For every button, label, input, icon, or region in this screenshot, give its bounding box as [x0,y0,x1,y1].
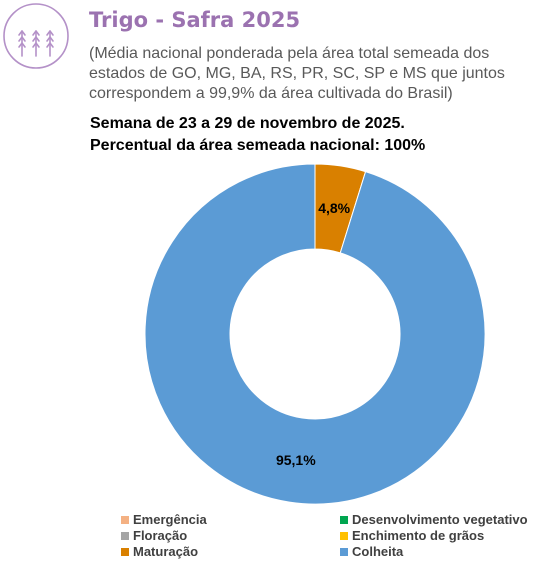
data-label-colheita: 95,1% [276,452,316,468]
legend-label: Emergência [133,512,207,527]
legend-swatch [340,547,348,556]
legend-swatch [121,515,129,524]
legend-swatch [121,531,129,540]
page-title: Trigo - Safra 2025 [89,8,301,32]
legend-swatch [121,547,129,556]
week-label: Semana de 23 a 29 de novembro de 2025. [90,115,405,132]
legend-item-enchimento-de-graos: Enchimento de grãos [340,528,484,543]
legend-item-desenvolvimento-vegetativo: Desenvolvimento vegetativo [340,512,528,527]
legend-label: Enchimento de grãos [352,528,485,543]
legend-item-colheita: Colheita [340,544,403,559]
legend-label: Floração [133,528,188,543]
legend-item-maturacao: Maturação [121,544,198,559]
percent-sown-label: Percentual da área semeada nacional: 100… [90,137,426,154]
legend-item-floracao: Floração [121,528,187,543]
legend-swatch [340,531,348,540]
wheat-icon [18,30,54,57]
slice-colheita [144,163,486,505]
legend-label: Maturação [133,544,199,559]
data-label-maturacao: 4,8% [318,200,350,216]
logo-badge [3,3,69,69]
legend-swatch [340,515,348,524]
legend-item-emergencia: Emergência [121,512,207,527]
page-subtitle: (Média nacional ponderada pela área tota… [89,45,505,102]
legend-label: Desenvolvimento vegetativo [352,512,528,527]
legend-label: Colheita [352,544,404,559]
